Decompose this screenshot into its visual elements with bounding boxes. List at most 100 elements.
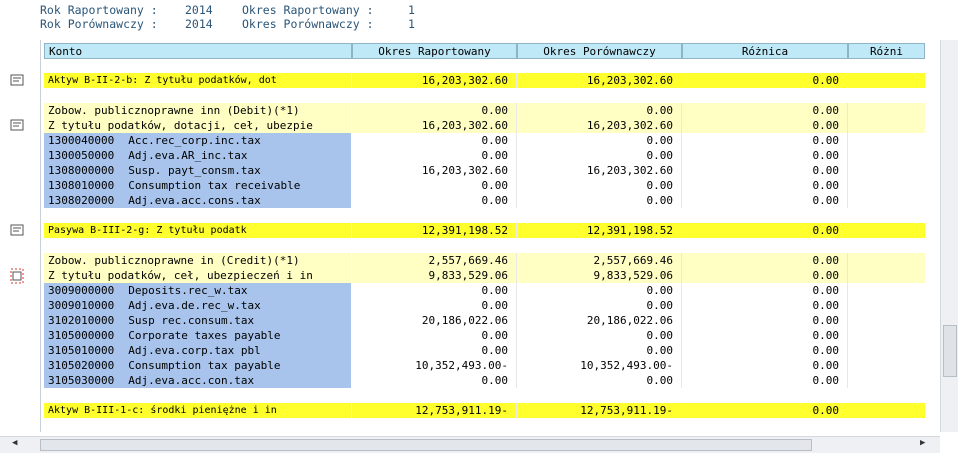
account-text: Adj.eva.de.rec_w.tax xyxy=(128,299,261,312)
amount-cell: 0.00 xyxy=(352,343,517,358)
amount-cell: 0.00 xyxy=(517,178,682,193)
account-text: Consumption tax payable xyxy=(128,359,281,372)
amount-cell: 0.00 xyxy=(682,373,848,388)
scroll-left[interactable]: ◀ xyxy=(12,438,18,448)
amount-cell: 0.00 xyxy=(352,283,517,298)
param-value: 1 xyxy=(408,3,415,17)
node-icon xyxy=(10,119,24,131)
horizontal-scrollbar[interactable]: ◀ ▶ xyxy=(0,436,940,453)
amount-cell: 0.00 xyxy=(682,253,848,268)
cut-cell xyxy=(848,298,925,313)
amount-cell: 10,352,493.00- xyxy=(517,358,682,373)
account-text: Susp. payt_consm.tax xyxy=(128,164,261,177)
amount-cell: 20,186,022.06 xyxy=(352,313,517,328)
amount-cell: 20,186,022.06 xyxy=(517,313,682,328)
cut-cell xyxy=(848,148,925,163)
param-value: 2014 xyxy=(185,17,213,31)
account-number: 3105000000 xyxy=(48,329,115,342)
amount-cell: 0.00 xyxy=(517,283,682,298)
amount-cell: 0.00 xyxy=(517,328,682,343)
account-text: Adj.eva.AR_inc.tax xyxy=(128,149,248,162)
account-text: Susp rec.consum.tax xyxy=(128,314,255,327)
account-text: Acc.rec_corp.inc.tax xyxy=(128,134,261,147)
node-row-label: Pasywa B-III-2-g: Z tytułu podatk xyxy=(44,223,352,238)
cut-cell xyxy=(848,133,925,148)
cut-cell xyxy=(848,103,925,118)
amount-cell: 0.00 xyxy=(682,358,848,373)
column-header: Konto xyxy=(44,43,352,59)
node-icon xyxy=(10,224,24,236)
amount-cell: 2,557,669.46 xyxy=(517,253,682,268)
cut-cell xyxy=(848,193,925,208)
account-number: 3105010000 xyxy=(48,344,115,357)
account-cell: 3105000000 Corporate taxes payable xyxy=(44,328,352,343)
scroll-thumb[interactable] xyxy=(943,325,957,377)
amount-cell: 0.00 xyxy=(682,223,848,238)
amount-cell: 9,833,529.06 xyxy=(352,268,517,283)
vertical-scrollbar[interactable] xyxy=(940,40,958,432)
account-text: Adj.eva.corp.tax pbl xyxy=(128,344,261,357)
param-label: Rok Raportowany : xyxy=(40,3,158,17)
cut-cell xyxy=(848,253,925,268)
amount-cell: 0.00 xyxy=(682,403,848,418)
amount-cell: 0.00 xyxy=(682,298,848,313)
amount-cell: 0.00 xyxy=(682,103,848,118)
amount-cell: 0.00 xyxy=(682,118,848,133)
scroll-right[interactable]: ▶ xyxy=(920,438,926,448)
amount-cell: 0.00 xyxy=(682,283,848,298)
cut-cell xyxy=(848,403,925,418)
subnode-label: Zobow. publicznoprawne inn (Debit)(*1) xyxy=(44,103,352,118)
amount-cell: 0.00 xyxy=(352,103,517,118)
account-number: 1300050000 xyxy=(48,149,115,162)
param-label: Okres Raportowany : xyxy=(242,3,374,17)
amount-cell: 0.00 xyxy=(682,163,848,178)
account-number: 3102010000 xyxy=(48,314,115,327)
scroll-thumb[interactable] xyxy=(40,439,812,451)
amount-cell: 12,391,198.52 xyxy=(352,223,517,238)
subnode-label: Z tytułu podatków, dotacji, ceł, ubezpie xyxy=(44,118,352,133)
amount-cell: 0.00 xyxy=(517,148,682,163)
amount-cell: 2,557,669.46 xyxy=(352,253,517,268)
amount-cell: 0.00 xyxy=(352,133,517,148)
param-label: Okres Porównawczy : xyxy=(242,17,374,31)
amount-cell: 16,203,302.60 xyxy=(352,163,517,178)
amount-cell: 0.00 xyxy=(352,178,517,193)
account-text: Corporate taxes payable xyxy=(128,329,281,342)
cut-cell xyxy=(848,313,925,328)
amount-cell: 0.00 xyxy=(352,328,517,343)
cut-cell xyxy=(848,328,925,343)
account-number: 3009000000 xyxy=(48,284,115,297)
subnode-label: Zobow. publicznoprawne in (Credit)(*1) xyxy=(44,253,352,268)
account-cell: 3102010000 Susp rec.consum.tax xyxy=(44,313,352,328)
account-number: 3105020000 xyxy=(48,359,115,372)
account-number: 3105030000 xyxy=(48,374,115,387)
report-frame xyxy=(40,40,931,432)
account-cell: 3105020000 Consumption tax payable xyxy=(44,358,352,373)
amount-cell: 12,753,911.19- xyxy=(517,403,682,418)
amount-cell: 0.00 xyxy=(682,313,848,328)
cut-cell xyxy=(848,358,925,373)
account-cell: 3009010000 Adj.eva.de.rec_w.tax xyxy=(44,298,352,313)
account-text: Adj.eva.acc.cons.tax xyxy=(128,194,261,207)
account-text: Deposits.rec_w.tax xyxy=(128,284,248,297)
node-row-label: Aktyw B-II-2-b: Z tytułu podatków, dot xyxy=(44,73,352,88)
cut-cell xyxy=(848,163,925,178)
amount-cell: 0.00 xyxy=(517,298,682,313)
amount-cell: 0.00 xyxy=(682,328,848,343)
account-text: Consumption tax receivable xyxy=(128,179,301,192)
amount-cell: 16,203,302.60 xyxy=(517,118,682,133)
account-number: 1308010000 xyxy=(48,179,115,192)
amount-cell: 16,203,302.60 xyxy=(517,73,682,88)
amount-cell: 0.00 xyxy=(517,343,682,358)
account-cell: 3105010000 Adj.eva.corp.tax pbl xyxy=(44,343,352,358)
column-header: Okres Porównawczy xyxy=(517,43,682,59)
amount-cell: 0.00 xyxy=(682,343,848,358)
column-header: Okres Raportowany xyxy=(352,43,517,59)
cut-cell xyxy=(848,178,925,193)
column-header: Różni xyxy=(848,43,925,59)
amount-cell: 0.00 xyxy=(517,193,682,208)
cut-cell xyxy=(848,223,925,238)
amount-cell: 16,203,302.60 xyxy=(517,163,682,178)
amount-cell: 0.00 xyxy=(682,148,848,163)
